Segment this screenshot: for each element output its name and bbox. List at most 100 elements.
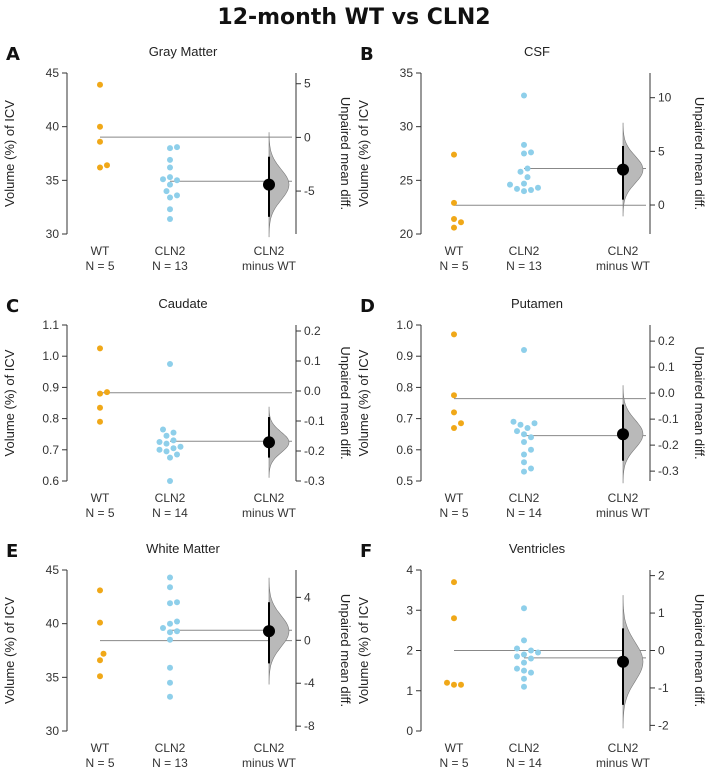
cln2-data-point xyxy=(163,440,170,447)
cln2-data-point xyxy=(535,649,541,656)
effect-label-line2: minus WT xyxy=(242,756,297,770)
cln2-data-point xyxy=(174,618,180,625)
panel-c: C Caudate 0.6 0.7 0.8 0.9 1.0 1.1 Volume (%) of … xyxy=(2,296,353,520)
cln2-n-label: N = 14 xyxy=(506,506,542,520)
cln2-data-point xyxy=(167,478,173,484)
cln2-data-point xyxy=(174,628,180,635)
cln2-data-point xyxy=(528,434,534,441)
wt-n-label: N = 5 xyxy=(85,756,114,770)
left-tick-label: 0 xyxy=(406,724,413,738)
cln2-data-point xyxy=(528,669,534,676)
right-tick-label: -8 xyxy=(304,719,315,733)
cln2-data-point xyxy=(163,448,170,455)
cln2-data-point xyxy=(174,192,180,199)
right-axis-label: Unpaired mean diff. xyxy=(692,97,707,210)
left-axis-label: Volume (%) of ICV xyxy=(2,349,17,456)
left-tick-label: 0.9 xyxy=(396,349,413,363)
cln2-data-point xyxy=(167,454,173,461)
left-tick-label: 25 xyxy=(400,173,414,187)
wt-label: WT xyxy=(91,491,110,505)
left-tick-label: 30 xyxy=(400,120,414,134)
cln2-n-label: N = 13 xyxy=(152,259,188,273)
panel-b: B CSF 20 25 30 35 Volume (%) of ICV 0 5 10 Unpaire… xyxy=(356,44,707,273)
cln2-data-point xyxy=(167,679,173,686)
cln2-data-point xyxy=(167,574,173,581)
cln2-data-point xyxy=(167,206,173,213)
wt-data-point xyxy=(97,81,103,88)
cln2-data-point xyxy=(521,659,527,666)
wt-data-point xyxy=(97,418,103,425)
cln2-data-point xyxy=(170,445,177,452)
right-tick-label: 0.1 xyxy=(658,360,675,374)
wt-data-point xyxy=(97,345,103,352)
right-tick-label: -0.2 xyxy=(304,444,325,458)
cln2-data-point xyxy=(521,150,527,157)
wt-label: WT xyxy=(91,244,110,258)
cln2-data-point xyxy=(528,647,534,654)
wt-data-point xyxy=(100,650,107,657)
right-tick-label: -0.1 xyxy=(304,414,325,428)
bootstrap-distribution xyxy=(268,132,290,238)
wt-data-point xyxy=(451,615,457,622)
panel-title: Putamen xyxy=(511,296,563,311)
wt-data-point xyxy=(97,138,103,145)
cln2-label: CLN2 xyxy=(509,491,540,505)
effect-mean-dot xyxy=(263,178,275,191)
wt-data-point xyxy=(451,409,457,416)
cln2-data-point xyxy=(170,429,177,436)
wt-data-point xyxy=(458,219,464,226)
cln2-data-point xyxy=(167,174,173,181)
wt-data-point xyxy=(451,425,457,431)
cln2-data-point xyxy=(167,664,173,671)
wt-data-point xyxy=(451,681,457,688)
cln2-data-point xyxy=(521,459,527,466)
cln2-data-point xyxy=(174,144,180,151)
left-tick-label: 2 xyxy=(406,644,413,658)
wt-n-label: N = 5 xyxy=(439,259,468,273)
left-tick-label: 20 xyxy=(400,227,414,241)
right-tick-label: 5 xyxy=(658,144,665,158)
right-tick-label: 0 xyxy=(658,644,665,658)
right-tick-label: -0.1 xyxy=(658,412,679,426)
cln2-data-point xyxy=(167,216,173,222)
left-axis-label: Volume (%) of ICV xyxy=(356,597,371,704)
panel-label: E xyxy=(6,541,18,562)
wt-label: WT xyxy=(445,491,464,505)
panel-label: C xyxy=(6,296,19,317)
wt-data-point xyxy=(451,392,457,399)
cln2-data-point xyxy=(156,439,163,445)
wt-data-point xyxy=(451,151,457,158)
right-tick-label: 0 xyxy=(304,633,311,647)
cln2-data-point xyxy=(528,465,534,472)
cln2-data-point xyxy=(514,185,520,192)
cln2-label: CLN2 xyxy=(509,741,540,755)
effect-label-line1: CLN2 xyxy=(608,741,639,755)
panel-label: D xyxy=(360,296,375,317)
wt-n-label: N = 5 xyxy=(85,259,114,273)
cln2-data-point xyxy=(160,176,166,183)
cln2-data-point xyxy=(510,418,517,425)
cln2-data-point xyxy=(167,636,173,643)
wt-data-point xyxy=(97,123,103,130)
wt-data-point xyxy=(451,199,457,206)
effect-mean-dot xyxy=(263,436,275,449)
cln2-data-point xyxy=(521,431,527,438)
cln2-data-point xyxy=(514,665,520,672)
cln2-data-point xyxy=(163,432,170,439)
right-tick-label: 5 xyxy=(304,77,311,91)
cln2-data-point xyxy=(156,446,163,453)
left-tick-label: 1.1 xyxy=(42,318,59,332)
right-axis-label: Unpaired mean diff. xyxy=(338,346,353,459)
cln2-data-point xyxy=(170,437,177,444)
cln2-data-point xyxy=(521,637,527,644)
cln2-data-point xyxy=(521,451,527,458)
effect-label-line2: minus WT xyxy=(596,756,651,770)
cln2-n-label: N = 14 xyxy=(152,506,188,520)
cln2-data-point xyxy=(535,184,541,191)
effect-mean-dot xyxy=(617,163,629,176)
right-tick-label: 1 xyxy=(658,606,665,620)
cln2-data-point xyxy=(163,188,170,195)
wt-data-point xyxy=(444,679,450,686)
wt-data-point xyxy=(451,216,457,222)
